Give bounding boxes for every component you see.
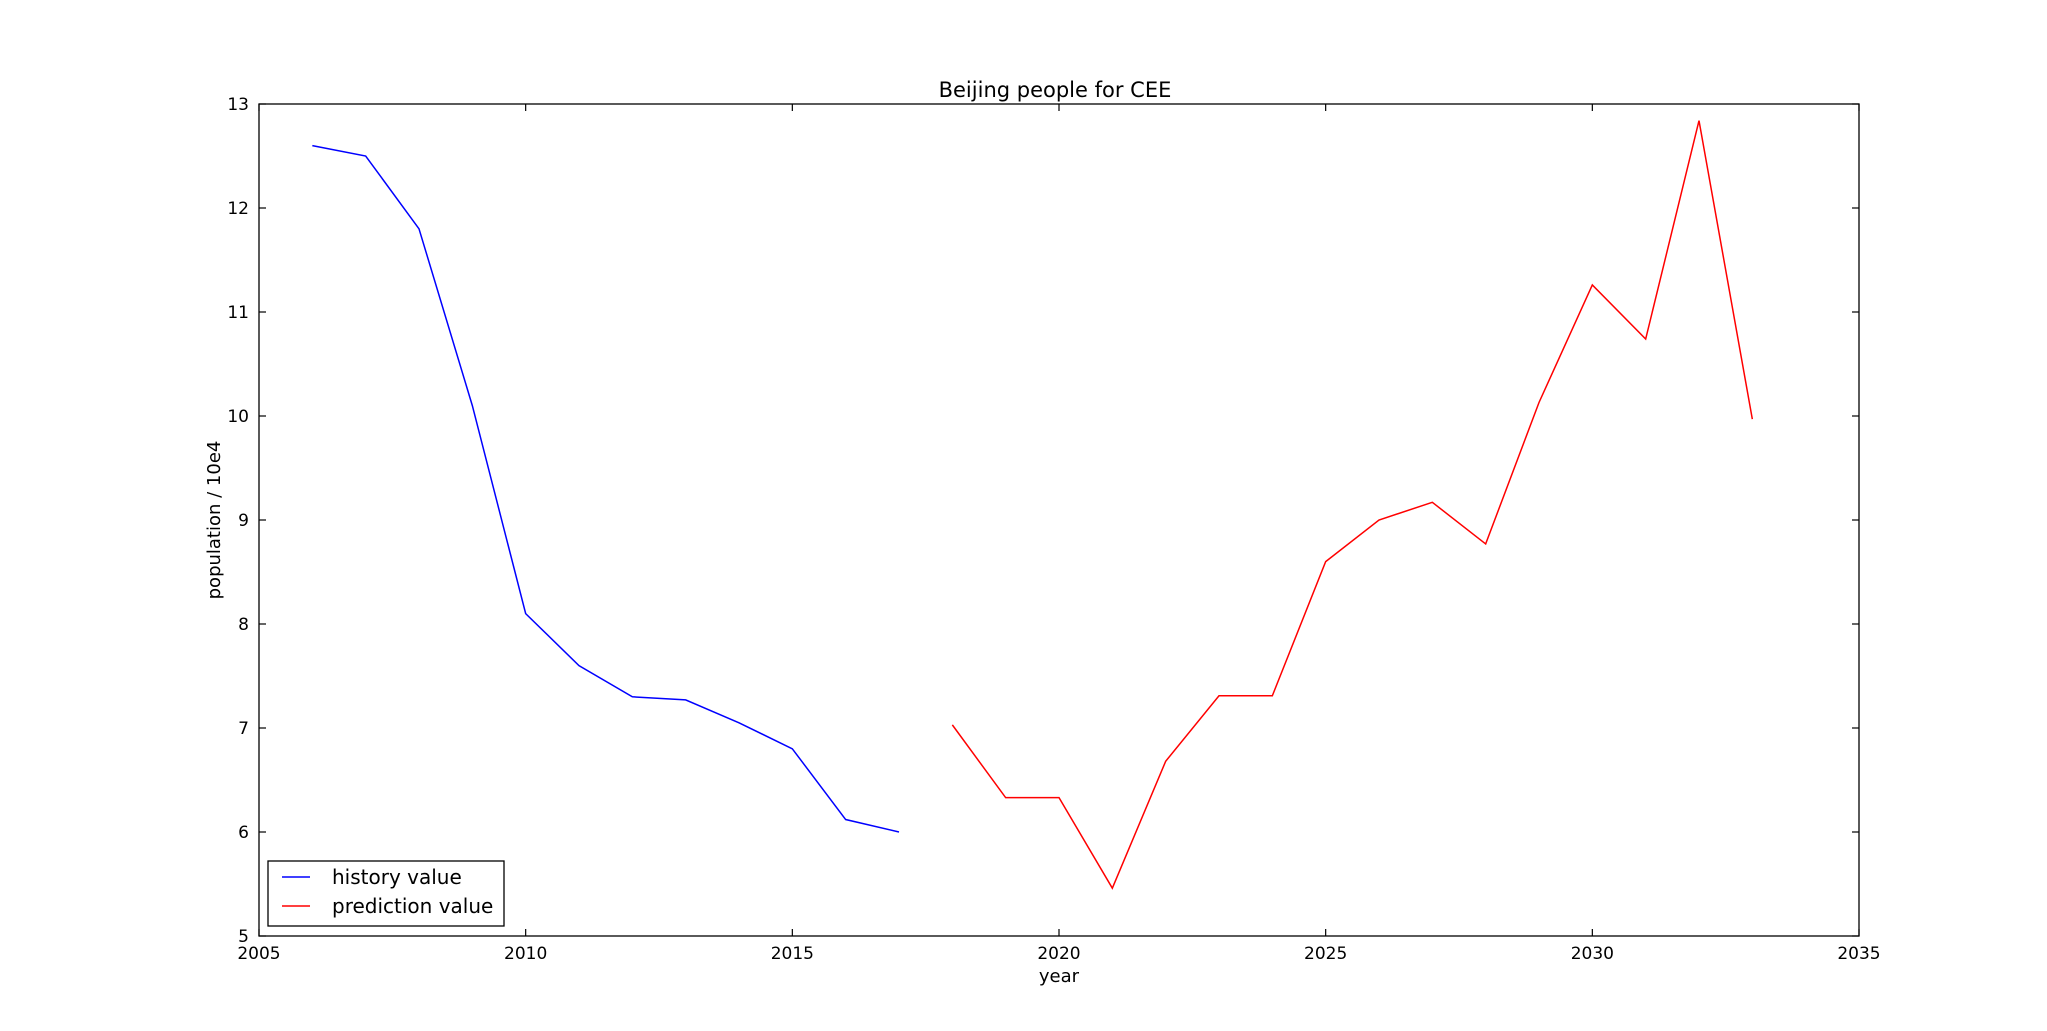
series-layer xyxy=(312,120,1754,890)
x-tick-label: 2015 xyxy=(771,944,814,964)
legend-box xyxy=(267,860,505,927)
y-tick-label: 11 xyxy=(227,303,249,323)
y-tick-label: 13 xyxy=(227,95,249,115)
legend: history value prediction value xyxy=(267,860,505,927)
plot-area-frame xyxy=(258,103,1860,937)
series-line-history xyxy=(312,144,900,833)
x-tick-label: 2035 xyxy=(1837,944,1880,964)
y-tick-label: 12 xyxy=(227,199,249,219)
y-tick-label: 10 xyxy=(227,407,249,427)
y-tick-label: 9 xyxy=(238,511,249,531)
series-line-prediction xyxy=(951,120,1754,890)
y-tick-label: 6 xyxy=(238,823,249,843)
y-tick-label: 8 xyxy=(238,615,249,635)
y-tick-label: 7 xyxy=(238,719,249,739)
legend-label-prediction: prediction value xyxy=(332,894,493,918)
x-tick-label: 2005 xyxy=(237,944,280,964)
ticks-layer: 2005 2010 2015 2020 2025 2030 2035 5 6 7 8 9 10 11 12 1… xyxy=(227,95,1880,964)
x-tick-label: 2030 xyxy=(1571,944,1614,964)
y-axis-label: population / 10e4 xyxy=(204,441,225,600)
legend-label-history: history value xyxy=(332,865,462,889)
x-tick-label: 2020 xyxy=(1037,944,1080,964)
x-tick-label: 2025 xyxy=(1304,944,1347,964)
y-tick-label: 5 xyxy=(238,927,249,947)
x-tick-label: 2010 xyxy=(504,944,547,964)
x-axis-label: year xyxy=(1039,966,1080,987)
chart-title: Beijing people for CEE xyxy=(939,78,1172,102)
